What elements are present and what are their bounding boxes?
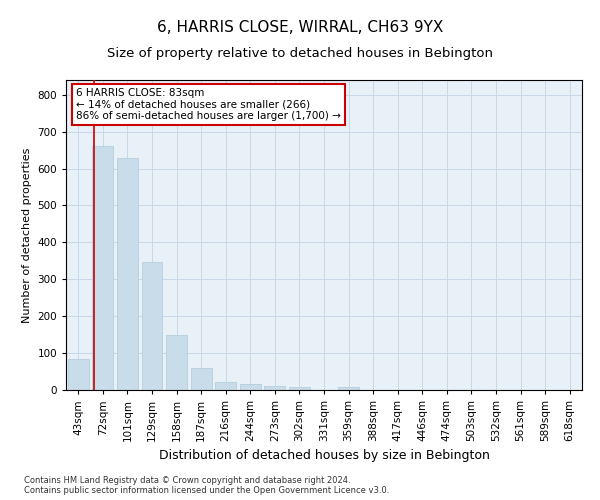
Bar bbox=[142, 262, 163, 390]
X-axis label: Distribution of detached houses by size in Bebington: Distribution of detached houses by size … bbox=[158, 450, 490, 462]
Text: 6, HARRIS CLOSE, WIRRAL, CH63 9YX: 6, HARRIS CLOSE, WIRRAL, CH63 9YX bbox=[157, 20, 443, 35]
Bar bbox=[338, 387, 359, 390]
Bar bbox=[68, 360, 89, 390]
Bar bbox=[92, 146, 113, 390]
Text: Contains HM Land Registry data © Crown copyright and database right 2024.
Contai: Contains HM Land Registry data © Crown c… bbox=[24, 476, 389, 495]
Bar bbox=[240, 384, 261, 390]
Bar bbox=[265, 386, 286, 390]
Text: Size of property relative to detached houses in Bebington: Size of property relative to detached ho… bbox=[107, 48, 493, 60]
Text: 6 HARRIS CLOSE: 83sqm
← 14% of detached houses are smaller (266)
86% of semi-det: 6 HARRIS CLOSE: 83sqm ← 14% of detached … bbox=[76, 88, 341, 121]
Bar bbox=[166, 336, 187, 390]
Y-axis label: Number of detached properties: Number of detached properties bbox=[22, 148, 32, 322]
Bar bbox=[117, 158, 138, 390]
Bar bbox=[289, 387, 310, 390]
Bar bbox=[215, 382, 236, 390]
Bar bbox=[191, 368, 212, 390]
